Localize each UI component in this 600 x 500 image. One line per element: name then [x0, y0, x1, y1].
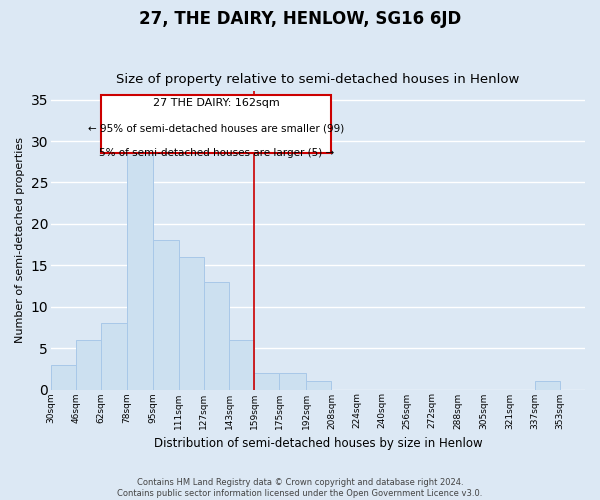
FancyBboxPatch shape [101, 96, 331, 154]
Text: Contains HM Land Registry data © Crown copyright and database right 2024.
Contai: Contains HM Land Registry data © Crown c… [118, 478, 482, 498]
Text: ← 95% of semi-detached houses are smaller (99): ← 95% of semi-detached houses are smalle… [88, 124, 344, 134]
Bar [127, 150, 154, 390]
Bar [229, 340, 254, 390]
Text: 27 THE DAIRY: 162sqm: 27 THE DAIRY: 162sqm [153, 98, 280, 108]
Bar [51, 364, 76, 390]
Bar [204, 282, 229, 390]
Bar [101, 324, 127, 390]
Bar [306, 381, 331, 390]
Bar [535, 381, 560, 390]
Bar [254, 373, 280, 390]
Bar [76, 340, 101, 390]
Bar [154, 240, 179, 390]
Y-axis label: Number of semi-detached properties: Number of semi-detached properties [15, 138, 25, 344]
Bar [280, 373, 306, 390]
Title: Size of property relative to semi-detached houses in Henlow: Size of property relative to semi-detach… [116, 73, 520, 86]
Text: 27, THE DAIRY, HENLOW, SG16 6JD: 27, THE DAIRY, HENLOW, SG16 6JD [139, 10, 461, 28]
Bar [179, 257, 204, 390]
X-axis label: Distribution of semi-detached houses by size in Henlow: Distribution of semi-detached houses by … [154, 437, 482, 450]
Text: 5% of semi-detached houses are larger (5) →: 5% of semi-detached houses are larger (5… [99, 148, 334, 158]
